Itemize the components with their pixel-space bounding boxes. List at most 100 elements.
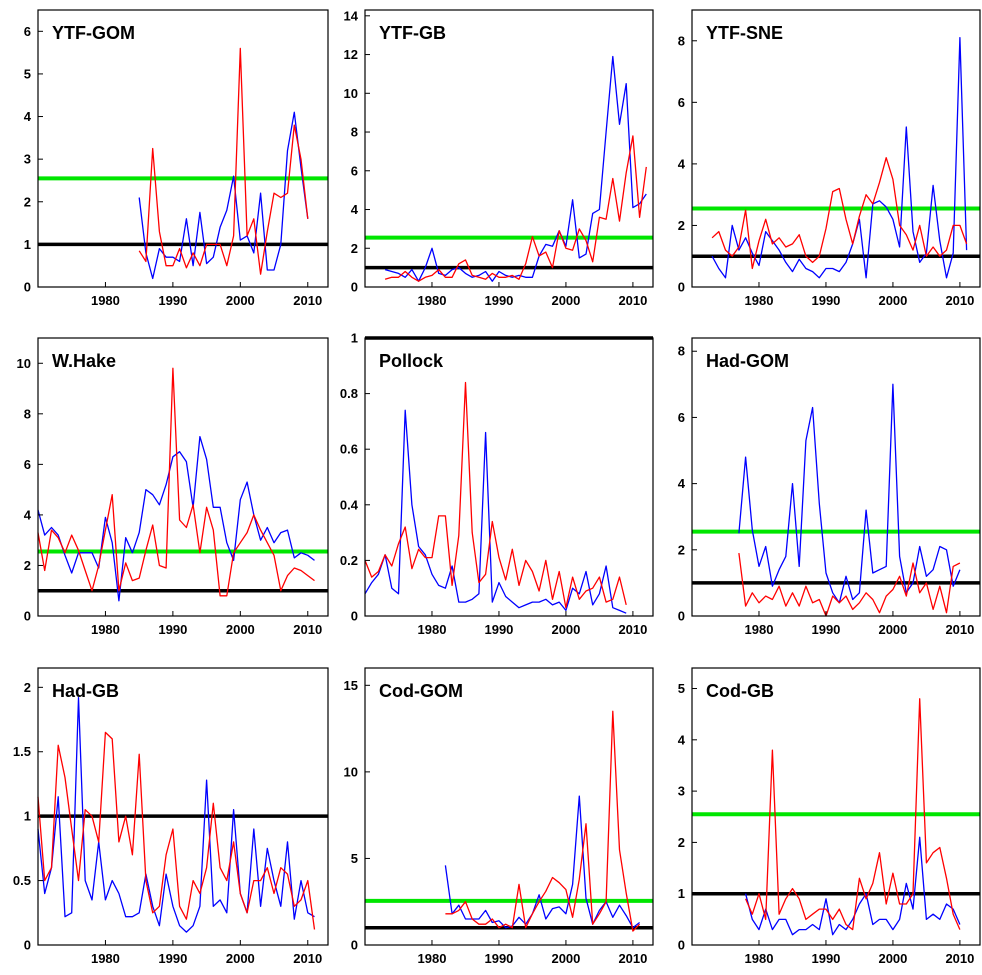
y-tick-label: 0.6 xyxy=(340,442,358,457)
panel-title: W.Hake xyxy=(52,351,116,371)
plot-frame xyxy=(364,337,654,617)
y-tick-label: 5 xyxy=(351,851,358,866)
panel-w-hake: 1980 1990 2000 2010 0 2 4 6 8 10 W.Hake xyxy=(17,337,329,637)
y-tick-label: 4 xyxy=(678,732,686,747)
panel-had-gb: 1980 1990 2000 2010 0 0.5 1 1.5 2 Had-GB xyxy=(13,667,329,966)
x-tick-label: 2000 xyxy=(878,293,907,308)
y-tick-label: 2 xyxy=(24,680,31,695)
series-line-red xyxy=(138,47,309,275)
panel-ytf-gb: 1980 1990 2000 2010 0 2 4 6 8 10 12 14 YTF-GB xyxy=(344,8,654,308)
series-line-red xyxy=(384,135,647,282)
y-tick-label: 8 xyxy=(24,406,31,421)
y-tick-label: 4 xyxy=(24,507,32,522)
y-tick-label: 0.8 xyxy=(340,386,358,401)
panel-cod-gom: 1980 1990 2000 2010 0 5 10 15 Cod-GOM xyxy=(344,667,654,966)
plot-frame xyxy=(37,337,329,617)
x-tick-label: 1990 xyxy=(484,293,513,308)
x-tick-label: 2000 xyxy=(226,622,255,637)
x-tick-label: 1990 xyxy=(811,293,840,308)
y-tick-label: 0 xyxy=(678,609,685,624)
x-tick-label: 1980 xyxy=(418,293,447,308)
x-tick-label: 2010 xyxy=(293,951,322,966)
y-tick-label: 2 xyxy=(24,558,31,573)
y-tick-label: 8 xyxy=(678,33,685,48)
x-tick-label: 1990 xyxy=(158,293,187,308)
y-tick-label: 2 xyxy=(678,542,685,557)
y-tick-label: 0 xyxy=(678,938,685,953)
y-tick-label: 8 xyxy=(351,125,358,140)
y-tick-label: 1 xyxy=(351,331,358,346)
x-tick-label: 2000 xyxy=(551,293,580,308)
x-tick-label: 2010 xyxy=(618,622,647,637)
x-tick-label: 2000 xyxy=(551,951,580,966)
series-line-red xyxy=(445,710,641,932)
y-tick-label: 2 xyxy=(678,218,685,233)
plot-frame xyxy=(691,9,981,288)
panel-ytf-gom: 1980 1990 2000 2010 0 1 2 3 4 5 6 YTF-GOM xyxy=(24,9,329,308)
panel-had-gom: 1980 1990 2000 2010 0 2 4 6 8 Had-GOM xyxy=(678,337,981,637)
series-line-red xyxy=(37,731,316,930)
y-tick-label: 0.4 xyxy=(340,497,359,512)
x-tick-label: 1980 xyxy=(745,622,774,637)
y-tick-label: 3 xyxy=(24,152,31,167)
x-tick-label: 1990 xyxy=(484,951,513,966)
series-line-red xyxy=(745,698,961,931)
y-tick-label: 15 xyxy=(344,678,358,693)
y-tick-label: 14 xyxy=(344,8,359,23)
y-tick-label: 8 xyxy=(678,344,685,359)
x-tick-label: 1990 xyxy=(158,951,187,966)
panel-pollock: 1980 1990 2000 2010 0 0.2 0.4 0.6 0.8 1 Pollock xyxy=(340,331,654,637)
series-line-blue xyxy=(37,696,315,933)
series-line-red xyxy=(738,553,961,617)
y-tick-label: 0 xyxy=(351,280,358,295)
x-tick-label: 1990 xyxy=(811,951,840,966)
x-tick-label: 2000 xyxy=(878,951,907,966)
plot-frame xyxy=(691,667,981,946)
series-line-red xyxy=(37,367,315,597)
y-tick-label: 0 xyxy=(678,280,685,295)
series-line-blue xyxy=(744,836,961,936)
series-line-blue xyxy=(738,383,961,604)
panel-title: Pollock xyxy=(379,351,444,371)
plot-frame xyxy=(37,9,329,288)
x-tick-label: 2000 xyxy=(878,622,907,637)
x-tick-label: 1980 xyxy=(91,622,120,637)
plot-frame xyxy=(364,667,654,946)
y-tick-label: 2 xyxy=(678,835,685,850)
y-tick-label: 4 xyxy=(351,202,359,217)
plot-frame xyxy=(691,337,981,617)
y-tick-label: 2 xyxy=(351,241,358,256)
panel-title: YTF-GOM xyxy=(52,23,135,43)
y-tick-label: 4 xyxy=(678,156,686,171)
x-tick-label: 2010 xyxy=(945,293,974,308)
series-line-blue xyxy=(37,435,315,602)
y-tick-label: 4 xyxy=(678,476,686,491)
y-tick-label: 1 xyxy=(24,237,31,252)
panel-title: YTF-SNE xyxy=(706,23,783,43)
series-line-blue xyxy=(711,37,968,279)
x-tick-label: 1980 xyxy=(91,293,120,308)
y-tick-label: 6 xyxy=(24,457,31,472)
x-tick-label: 2010 xyxy=(945,622,974,637)
y-tick-label: 3 xyxy=(678,784,685,799)
x-tick-label: 2000 xyxy=(226,951,255,966)
series-line-blue xyxy=(384,55,647,282)
plot-frame xyxy=(37,667,329,946)
y-tick-label: 0 xyxy=(24,938,31,953)
x-tick-label: 2000 xyxy=(226,293,255,308)
y-tick-label: 10 xyxy=(344,86,358,101)
series-line-blue xyxy=(364,409,627,614)
x-tick-label: 1980 xyxy=(745,293,774,308)
panel-ytf-sne: 1980 1990 2000 2010 0 2 4 6 8 YTF-SNE xyxy=(678,9,981,308)
x-tick-label: 1980 xyxy=(418,622,447,637)
panel-title: Had-GB xyxy=(52,681,119,701)
panel-title: Had-GOM xyxy=(706,351,789,371)
y-tick-label: 6 xyxy=(24,24,31,39)
x-tick-label: 1990 xyxy=(158,622,187,637)
y-tick-label: 5 xyxy=(24,66,31,81)
y-tick-label: 1.5 xyxy=(13,744,31,759)
y-tick-label: 0 xyxy=(351,938,358,953)
y-tick-label: 4 xyxy=(24,109,32,124)
plot-frame xyxy=(364,9,654,288)
y-tick-label: 6 xyxy=(678,95,685,110)
